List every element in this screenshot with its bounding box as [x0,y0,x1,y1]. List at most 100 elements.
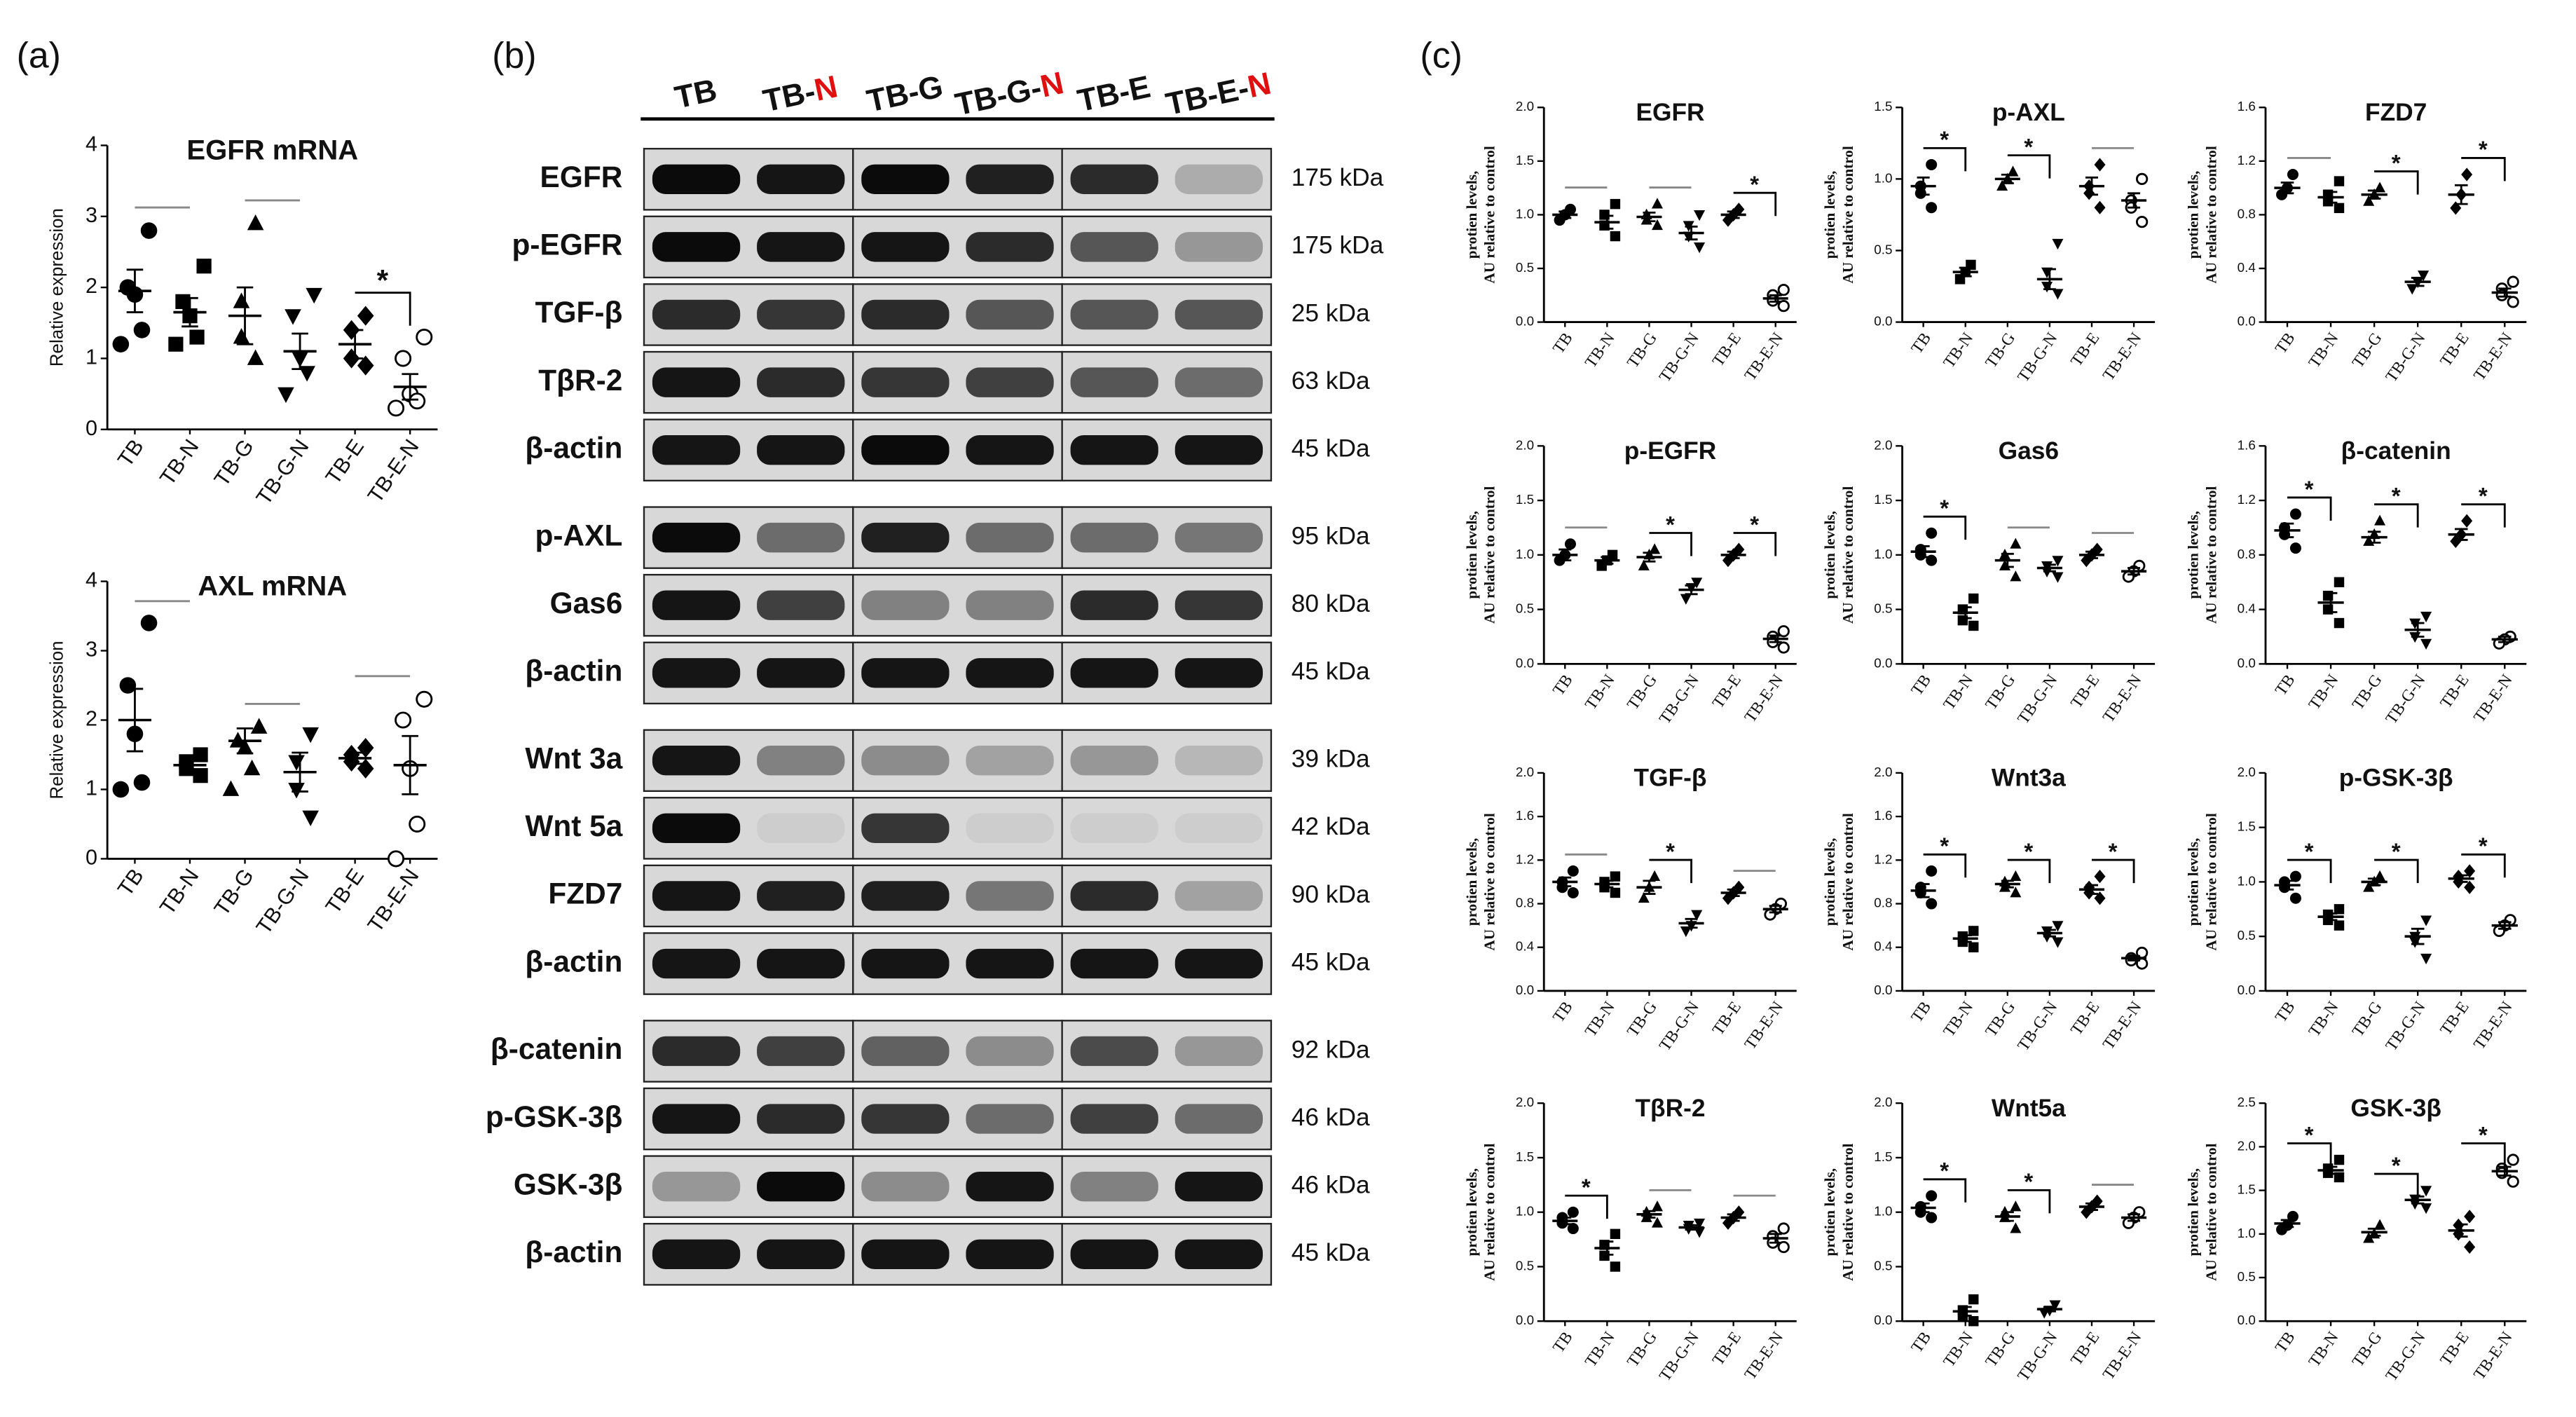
y-tick-label: 3 [85,203,97,227]
point [2289,870,2301,882]
point [1610,1228,1621,1240]
band [861,164,950,194]
point [189,329,205,345]
significance-star: * [2305,838,2314,864]
band [652,1036,741,1067]
point [1649,543,1661,554]
point [233,292,250,308]
band [757,1239,845,1270]
lane-header: TB-G [864,69,946,119]
significance-star: * [1666,838,1675,864]
band [1070,164,1158,194]
point [2052,289,2064,300]
point [2461,167,2473,182]
significance-bracket [2374,1172,2419,1198]
size-label: 175 kDa [1292,232,1384,259]
y-tick-label: 1.5 [1874,1149,1892,1164]
band [757,1104,845,1134]
point [233,328,250,344]
band [1070,1104,1158,1134]
x-tick-label: TB-G-N [2014,1329,2061,1385]
x-tick-label: TB-E [321,864,369,918]
size-label: 95 kDa [1292,522,1370,549]
band [1070,522,1158,553]
chart-title: p-AXL [1992,99,2065,126]
point [2052,572,2064,583]
protein-label: TGF-β [535,296,623,329]
x-tick-label: TB-G-N [252,864,313,938]
size-label: 42 kDa [1292,813,1370,840]
lane-header: TB-E-N [1163,65,1274,121]
x-tick-label: TB-E-N [2470,1329,2516,1383]
point [243,759,261,776]
point [1694,210,1706,221]
point [2450,201,2462,215]
y-tick-label: 2.0 [2238,765,2256,779]
chart-title: β-catenin [2341,437,2451,465]
sem-bar [1917,1202,1930,1214]
x-tick-label: TB [1907,329,1935,357]
x-tick-label: TB-E-N [2099,998,2146,1053]
x-tick-label: TB-G [2349,998,2386,1040]
y-axis-label: protien levels, [1821,1168,1838,1257]
y-tick-label: 1.5 [1874,492,1892,507]
protein-label: β-catenin [491,1032,622,1065]
band [757,948,845,979]
sem-bar [346,751,364,765]
y-tick-label: 1.5 [1516,1149,1534,1164]
y-tick-label: 1.6 [2238,99,2256,114]
protein-label: β-actin [525,655,622,687]
significance-star: * [2392,1152,2401,1178]
significance-star: * [2479,137,2488,163]
sem-bar [2411,622,2425,638]
y-axis-label: AU relative to control [1839,813,1856,950]
x-tick-label: TB-G-N [2383,329,2430,385]
x-tick-label: TB-G [1982,1329,2019,1371]
x-tick-label: TB-G [1624,329,1661,371]
blot-frame [852,729,1063,792]
size-label: 45 kDa [1292,658,1370,685]
y-tick-label: 4 [85,568,97,592]
band [652,164,741,194]
x-tick-label: TB-E [1709,1329,1745,1369]
significance-star: * [2305,1122,2314,1148]
point [1926,1212,1938,1224]
point [1968,1294,1979,1305]
x-tick-label: TB [2272,998,2299,1026]
point [2135,216,2149,228]
point [2507,275,2519,288]
point [1638,559,1650,570]
x-tick-label: TB [2272,329,2299,357]
chart-title: TGF-β [1634,765,1707,792]
y-tick-label: 0.4 [2238,260,2256,275]
sem-bar [2128,1213,2141,1222]
sem-bar [1643,879,1656,895]
protein-label: β-actin [525,1235,622,1268]
x-tick-label: TB-N [1940,998,1977,1040]
x-tick-label: TB-G [1624,1329,1661,1371]
x-tick-label: TB-E [321,435,369,489]
point [1996,179,2008,191]
band [966,813,1054,844]
point [2420,611,2432,623]
point [133,774,151,791]
y-tick-label: 1.0 [2238,873,2256,888]
point [1651,1200,1664,1212]
sem-bar [2085,550,2098,559]
y-tick-label: 1.5 [2238,1182,2256,1197]
point [196,259,212,274]
sem-bar [1601,879,1614,889]
point [168,336,184,352]
sem-bar [1769,905,1782,914]
point [2334,577,2345,587]
y-tick-label: 1.0 [1874,1204,1892,1219]
x-tick-label: TB-G-N [1656,1329,1703,1385]
point [1968,620,1979,631]
x-tick-label: TB-G-N [2014,671,2061,727]
point [2135,172,2149,186]
point [2334,203,2345,214]
point [2464,1210,2476,1224]
band [1174,1036,1263,1067]
x-tick-label: TB [114,435,149,472]
y-tick-label: 2.0 [1516,99,1534,114]
